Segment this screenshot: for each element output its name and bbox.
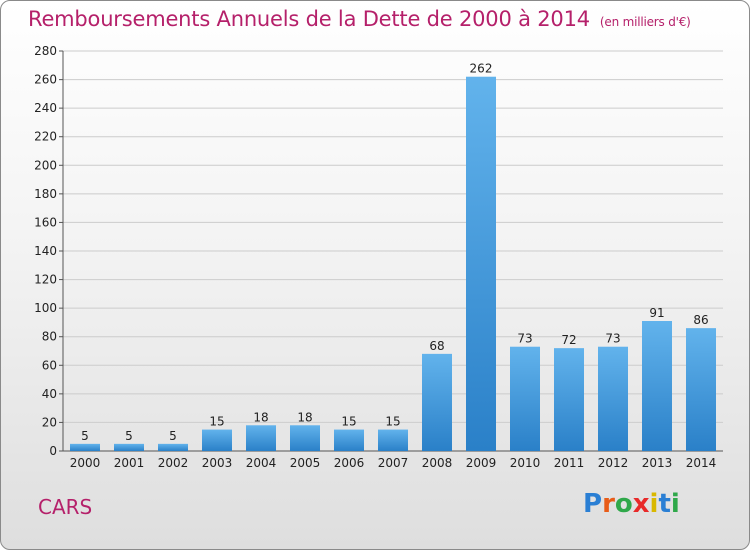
bar-2013 — [642, 321, 672, 451]
bar-2005 — [290, 425, 320, 451]
bar-2008 — [422, 353, 452, 451]
bar-2001 — [114, 443, 144, 451]
data-label-2014: 86 — [693, 313, 708, 327]
data-label-2012: 73 — [605, 332, 620, 346]
y-tick-label: 100 — [34, 301, 57, 315]
y-tick-label: 280 — [34, 44, 57, 58]
bar-2004 — [246, 425, 276, 451]
bar-2003 — [202, 429, 232, 451]
x-tick-label-2009: 2009 — [466, 456, 497, 470]
data-label-2007: 15 — [385, 415, 400, 429]
x-tick-label-2003: 2003 — [202, 456, 233, 470]
y-tick-label: 160 — [34, 215, 57, 229]
bar-2000 — [70, 443, 100, 451]
unit-note: (en milliers d'€) — [599, 15, 691, 29]
x-tick-label-2013: 2013 — [642, 456, 673, 470]
data-label-2002: 5 — [169, 429, 177, 443]
x-tick-label-2002: 2002 — [158, 456, 189, 470]
logo-letter: o — [614, 489, 633, 519]
bar-2011 — [554, 348, 584, 451]
x-tick-labels: 2000 2001 2002 2003 2004 2005 2006 2007 2008 2009… — [70, 456, 717, 470]
y-tick-label: 180 — [34, 187, 57, 201]
logo-letter: P — [583, 489, 603, 519]
y-tick-label: 40 — [42, 387, 57, 401]
chart-title-text: Remboursements Annuels de la Dette de 20… — [28, 7, 590, 31]
x-tick-label-2011: 2011 — [554, 456, 585, 470]
y-tick-label: 20 — [42, 415, 57, 429]
bar-2010 — [510, 346, 540, 451]
bar-2012 — [598, 346, 628, 451]
y-tick-label: 140 — [34, 244, 57, 258]
x-tick-label-2004: 2004 — [246, 456, 277, 470]
logo-letter: r — [602, 489, 615, 519]
x-tick-label-2000: 2000 — [70, 456, 101, 470]
data-label-2011: 72 — [561, 333, 576, 347]
x-tick-label-2007: 2007 — [378, 456, 409, 470]
y-tick-labels: 0 20 40 60 80 100 120 140 160 180 200 220 240 260 280 — [34, 44, 57, 458]
x-tick-label-2008: 2008 — [422, 456, 453, 470]
y-tick-label: 60 — [42, 358, 57, 372]
commune-name: CARS — [38, 495, 93, 519]
y-tick-label: 200 — [34, 158, 57, 172]
y-tick-label: 220 — [34, 130, 57, 144]
x-tick-label-2014: 2014 — [686, 456, 717, 470]
x-tick-label-2001: 2001 — [114, 456, 145, 470]
x-tick-label-2006: 2006 — [334, 456, 365, 470]
bar-2006 — [334, 429, 364, 451]
bars — [70, 76, 716, 451]
data-label-2009: 262 — [470, 62, 493, 76]
y-tick-label: 0 — [49, 444, 57, 458]
data-label-2000: 5 — [81, 429, 89, 443]
data-label-2006: 15 — [341, 415, 356, 429]
data-label-2003: 15 — [209, 415, 224, 429]
data-label-2005: 18 — [297, 410, 312, 424]
chart-title: Remboursements Annuels de la Dette de 20… — [28, 7, 691, 31]
y-tick-label: 120 — [34, 273, 57, 287]
data-label-2013: 91 — [649, 306, 664, 320]
logo-letter: x — [632, 489, 650, 519]
x-tick-label-2010: 2010 — [510, 456, 541, 470]
x-tick-label-2012: 2012 — [598, 456, 629, 470]
logo-letter: t — [658, 489, 671, 519]
data-label-2001: 5 — [125, 429, 133, 443]
y-tick-label: 80 — [42, 330, 57, 344]
bar-2009 — [466, 76, 496, 451]
bar-2002 — [158, 443, 188, 451]
y-tick-label: 260 — [34, 73, 57, 87]
y-tick-label: 240 — [34, 101, 57, 115]
data-label-2004: 18 — [253, 410, 268, 424]
data-label-2010: 73 — [517, 332, 532, 346]
bar-2007 — [378, 429, 408, 451]
data-labels: 5 5 5 15 18 18 15 15 68 262 73 72 73 91 86 — [81, 62, 708, 443]
logo-letter: i — [649, 489, 659, 519]
x-tick-label-2005: 2005 — [290, 456, 321, 470]
proxiti-logo[interactable]: Proxiti — [583, 489, 680, 519]
bar-2014 — [686, 328, 716, 451]
data-label-2008: 68 — [429, 339, 444, 353]
logo-letter: i — [670, 489, 680, 519]
